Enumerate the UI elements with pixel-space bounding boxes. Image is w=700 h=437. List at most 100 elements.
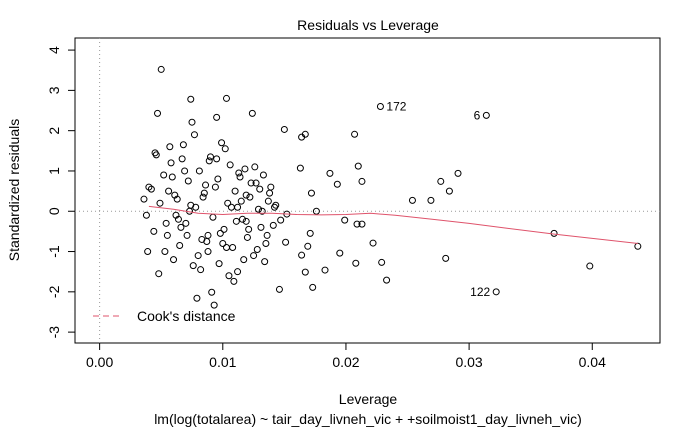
- point: [168, 173, 176, 181]
- point: [296, 164, 304, 172]
- point: [336, 249, 344, 257]
- point: [634, 242, 642, 250]
- point: [306, 229, 314, 237]
- point-label: 6: [474, 108, 481, 122]
- point: [206, 153, 214, 161]
- point: [326, 169, 334, 177]
- plot-frame: [74, 37, 661, 344]
- point: [156, 199, 164, 207]
- point: [242, 191, 250, 199]
- point: [200, 189, 208, 197]
- point: [353, 220, 361, 228]
- point: [187, 95, 195, 103]
- y-tick-label: 3: [46, 86, 62, 94]
- point: [240, 256, 248, 264]
- point: [225, 272, 233, 280]
- point: [161, 248, 169, 256]
- point: [264, 197, 272, 205]
- point: [235, 169, 243, 177]
- point: [243, 233, 251, 241]
- point: [166, 143, 174, 151]
- point: [341, 216, 349, 224]
- point: [182, 219, 190, 227]
- y-tick-label: -3: [46, 326, 62, 339]
- point: [152, 151, 160, 159]
- point: [251, 163, 259, 171]
- point: [263, 231, 271, 239]
- point: [216, 229, 224, 237]
- point: [229, 244, 237, 252]
- point: [172, 211, 180, 219]
- point: [248, 109, 256, 117]
- point: [312, 207, 320, 215]
- point: [167, 159, 175, 167]
- point: [208, 288, 216, 296]
- point: [227, 203, 235, 211]
- y-tick-label: -2: [46, 285, 62, 298]
- point: [298, 133, 306, 141]
- x-axis-label: Leverage: [339, 391, 398, 407]
- point: [280, 125, 288, 133]
- point: [408, 196, 416, 204]
- point: [246, 193, 254, 201]
- y-tick-label: 1: [46, 167, 62, 175]
- point: [155, 270, 163, 278]
- point: [183, 231, 191, 239]
- point: [187, 201, 195, 209]
- point: [157, 65, 165, 73]
- point: [266, 189, 274, 197]
- point: [170, 256, 178, 264]
- point: [181, 167, 189, 175]
- point: [210, 301, 218, 309]
- legend-label: Cook's distance: [137, 308, 236, 324]
- y-tick-label: -1: [46, 245, 62, 258]
- point: [197, 266, 205, 274]
- point: [218, 139, 226, 147]
- point: [271, 203, 279, 211]
- smooth-line: [148, 205, 638, 244]
- point: [214, 175, 222, 183]
- point: [378, 258, 386, 266]
- point: [255, 205, 263, 213]
- point: [442, 254, 450, 262]
- point: [219, 239, 227, 247]
- point: [267, 183, 275, 191]
- y-tick-label: 0: [46, 207, 62, 215]
- point: [445, 187, 453, 195]
- point: [321, 266, 329, 274]
- point: [241, 165, 249, 173]
- point: [213, 155, 221, 163]
- point: [232, 217, 240, 225]
- point: [307, 189, 315, 197]
- point: [256, 185, 264, 193]
- point: [177, 223, 185, 231]
- point: [236, 173, 244, 181]
- point: [224, 199, 232, 207]
- point: [184, 177, 192, 185]
- point: [162, 219, 170, 227]
- point: [238, 215, 246, 223]
- x-tick-label: 0.00: [86, 354, 113, 370]
- point: [213, 113, 221, 121]
- chart-title: Residuals vs Leverage: [297, 17, 439, 33]
- point: [250, 252, 258, 260]
- point: [247, 179, 255, 187]
- point: [190, 131, 198, 139]
- point: [165, 187, 173, 195]
- point: [277, 216, 285, 224]
- point: [351, 130, 359, 138]
- point: [301, 268, 309, 276]
- point: [333, 180, 341, 188]
- point: [437, 177, 445, 185]
- point: [234, 203, 242, 211]
- x-tick-label: 0.01: [209, 354, 236, 370]
- point: [262, 239, 270, 247]
- point: [171, 191, 179, 199]
- point: [231, 187, 239, 195]
- point: [427, 196, 435, 204]
- point: [145, 183, 153, 191]
- point: [230, 277, 238, 285]
- point: [211, 183, 219, 191]
- y-tick-label: 2: [46, 127, 62, 135]
